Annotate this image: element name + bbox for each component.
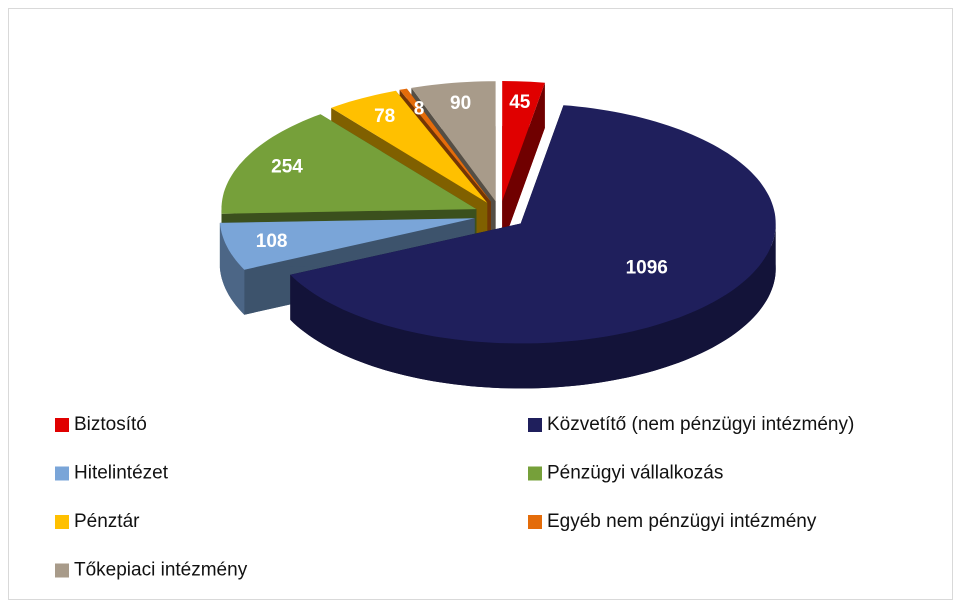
legend-label: Biztosító bbox=[74, 414, 147, 435]
slice bbox=[331, 90, 488, 203]
legend-label: Közvetítő (nem pénzügyi intézmény) bbox=[547, 414, 854, 435]
legend-swatch bbox=[55, 418, 69, 432]
legend-label: Tőkepiaci intézmény bbox=[74, 560, 248, 581]
slice bbox=[502, 81, 545, 201]
pie: 45 1096 108 254 78 8 90 bbox=[219, 81, 776, 389]
slice-wall bbox=[290, 223, 776, 389]
legend-label: Pénztár bbox=[74, 511, 140, 532]
slice bbox=[399, 88, 491, 202]
slice bbox=[411, 81, 496, 202]
data-label: 254 bbox=[271, 156, 303, 177]
slice bbox=[290, 105, 776, 344]
legend-swatch bbox=[528, 418, 542, 432]
legend-label: Pénzügyi vállalkozás bbox=[547, 463, 723, 484]
data-label: 78 bbox=[374, 106, 395, 127]
legend-label: Egyéb nem pénzügyi intézmény bbox=[547, 511, 817, 532]
data-label: 1096 bbox=[626, 257, 668, 278]
data-label: 90 bbox=[450, 93, 471, 114]
legend-swatch bbox=[528, 466, 542, 481]
slice bbox=[219, 218, 475, 270]
slice bbox=[221, 114, 477, 214]
data-label: 8 bbox=[414, 98, 425, 119]
data-label: 108 bbox=[256, 231, 288, 252]
legend-swatch bbox=[55, 563, 69, 578]
legend-swatch bbox=[55, 466, 69, 481]
data-label: 45 bbox=[509, 92, 531, 113]
slice-wall bbox=[219, 222, 245, 315]
legend-swatch bbox=[55, 515, 69, 529]
legend: Biztosító Közvetítő (nem pénzügyi intézmé… bbox=[55, 414, 854, 581]
legend-swatch bbox=[528, 515, 542, 529]
slice-side bbox=[502, 82, 545, 246]
legend-label: Hitelintézet bbox=[74, 463, 169, 484]
